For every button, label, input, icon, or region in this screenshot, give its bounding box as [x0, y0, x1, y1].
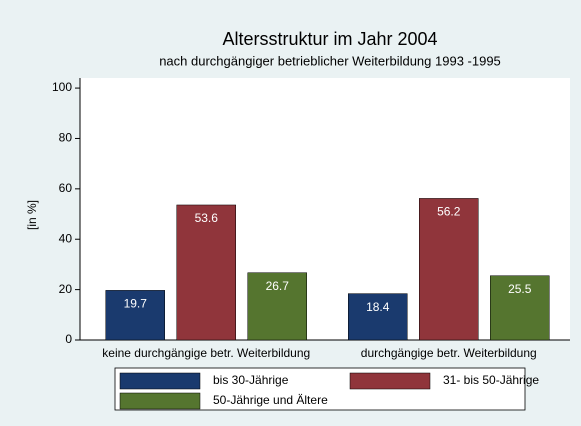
legend-swatch: [349, 372, 431, 390]
bar: [247, 272, 307, 341]
legend-label: bis 30-Jährige: [213, 373, 289, 387]
bar: [105, 290, 165, 341]
y-tick-label: 0: [65, 332, 72, 346]
y-axis-label: [in %]: [25, 200, 39, 230]
value-label: 18.4: [366, 300, 390, 314]
y-tick-label: 20: [59, 282, 73, 296]
chart-subtitle: nach durchgängiger betrieblicher Weiterb…: [159, 53, 501, 68]
x-tick-label: durchgängige betr. Weiterbildung: [361, 346, 537, 360]
value-label: 56.2: [437, 205, 461, 219]
y-tick-label: 60: [59, 181, 73, 195]
y-tick-label: 40: [59, 231, 73, 245]
bar: [176, 204, 236, 341]
y-tick-label: 80: [59, 131, 73, 145]
value-label: 19.7: [124, 297, 148, 311]
legend-swatch: [119, 392, 201, 410]
bar: [419, 198, 479, 341]
legend-label: 50-Jährige und Ältere: [213, 393, 328, 407]
bar: [348, 293, 408, 341]
value-label: 26.7: [266, 279, 290, 293]
legend-swatch: [119, 372, 201, 390]
value-label: 25.5: [508, 282, 532, 296]
x-tick-label: keine durchgängige betr. Weiterbildung: [102, 346, 310, 360]
bar: [490, 275, 550, 341]
legend-label: 31- bis 50-Jährige: [443, 373, 539, 387]
chart-title: Altersstruktur im Jahr 2004: [222, 29, 437, 49]
value-label: 53.6: [195, 211, 219, 225]
y-tick-label: 100: [52, 80, 72, 94]
